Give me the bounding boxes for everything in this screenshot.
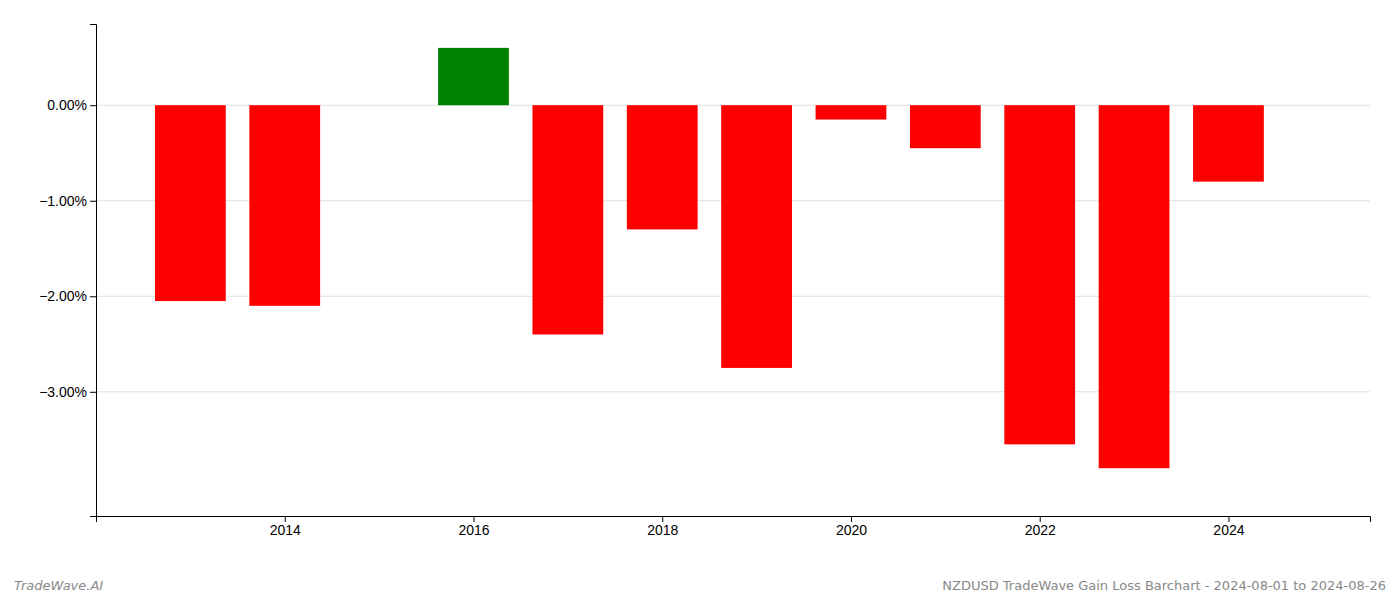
y-tick-label: −3.00% bbox=[39, 384, 87, 400]
bar bbox=[1193, 105, 1264, 181]
bar bbox=[721, 105, 792, 368]
y-tick: −3.00% bbox=[39, 384, 96, 400]
x-tick-label: 2014 bbox=[270, 522, 301, 538]
y-tick: −2.00% bbox=[39, 288, 96, 304]
x-tick: 2018 bbox=[647, 516, 678, 538]
bar bbox=[1099, 105, 1170, 468]
y-tick: 0.00% bbox=[47, 97, 96, 113]
bar bbox=[910, 105, 981, 148]
x-tick: 2024 bbox=[1213, 516, 1244, 538]
grid-line bbox=[96, 391, 1370, 392]
x-tick-label: 2024 bbox=[1213, 522, 1244, 538]
bar bbox=[438, 48, 509, 105]
chart-svg: 0.00%−1.00%−2.00%−3.00%20142016201820202… bbox=[0, 0, 1400, 600]
bars bbox=[155, 48, 1264, 468]
y-axis: 0.00% −1.00% −2.00% −3.00% bbox=[39, 25, 96, 517]
grid bbox=[96, 105, 1370, 392]
x-axis: 2014 2016 2018 2020 2022 2024 bbox=[97, 516, 1371, 538]
x-tick-label: 2018 bbox=[647, 522, 678, 538]
y-tick: −1.00% bbox=[39, 193, 96, 209]
x-tick: 2016 bbox=[458, 516, 489, 538]
chart-title: NZDUSD TradeWave Gain Loss Barchart - 20… bbox=[942, 578, 1386, 593]
y-axis-line bbox=[90, 25, 97, 517]
bar bbox=[155, 105, 226, 301]
bar bbox=[627, 105, 698, 229]
x-tick-label: 2016 bbox=[458, 522, 489, 538]
bar bbox=[532, 105, 603, 334]
y-tick-mark bbox=[90, 296, 96, 297]
bar bbox=[249, 105, 320, 306]
watermark: TradeWave.AI bbox=[14, 578, 103, 593]
y-tick-label: −1.00% bbox=[39, 193, 87, 209]
x-tick: 2014 bbox=[270, 516, 301, 538]
y-tick-mark bbox=[90, 201, 96, 202]
bar bbox=[1004, 105, 1075, 444]
y-tick-mark bbox=[90, 105, 96, 106]
chart-container: 0.00%−1.00%−2.00%−3.00%20142016201820202… bbox=[0, 0, 1400, 600]
x-tick-label: 2022 bbox=[1025, 522, 1056, 538]
y-tick-mark bbox=[90, 392, 96, 393]
x-tick: 2022 bbox=[1025, 516, 1056, 538]
plot-area: 0.00%−1.00%−2.00%−3.00%20142016201820202… bbox=[39, 25, 1370, 538]
bar bbox=[816, 105, 887, 119]
y-tick-label: 0.00% bbox=[47, 97, 87, 113]
x-tick-label: 2020 bbox=[836, 522, 867, 538]
y-tick-label: −2.00% bbox=[39, 288, 87, 304]
x-tick: 2020 bbox=[836, 516, 867, 538]
